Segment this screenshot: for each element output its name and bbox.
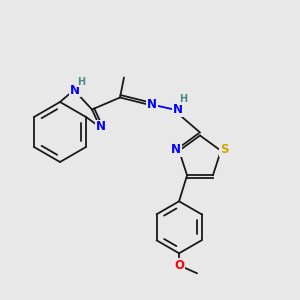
Text: N: N	[70, 83, 80, 97]
Text: N: N	[147, 98, 157, 111]
Text: N: N	[173, 103, 183, 116]
Text: N: N	[96, 121, 106, 134]
Text: H: H	[179, 94, 187, 104]
Text: N: N	[171, 143, 181, 156]
Text: O: O	[174, 259, 184, 272]
Text: H: H	[77, 77, 85, 87]
Text: S: S	[220, 143, 228, 156]
